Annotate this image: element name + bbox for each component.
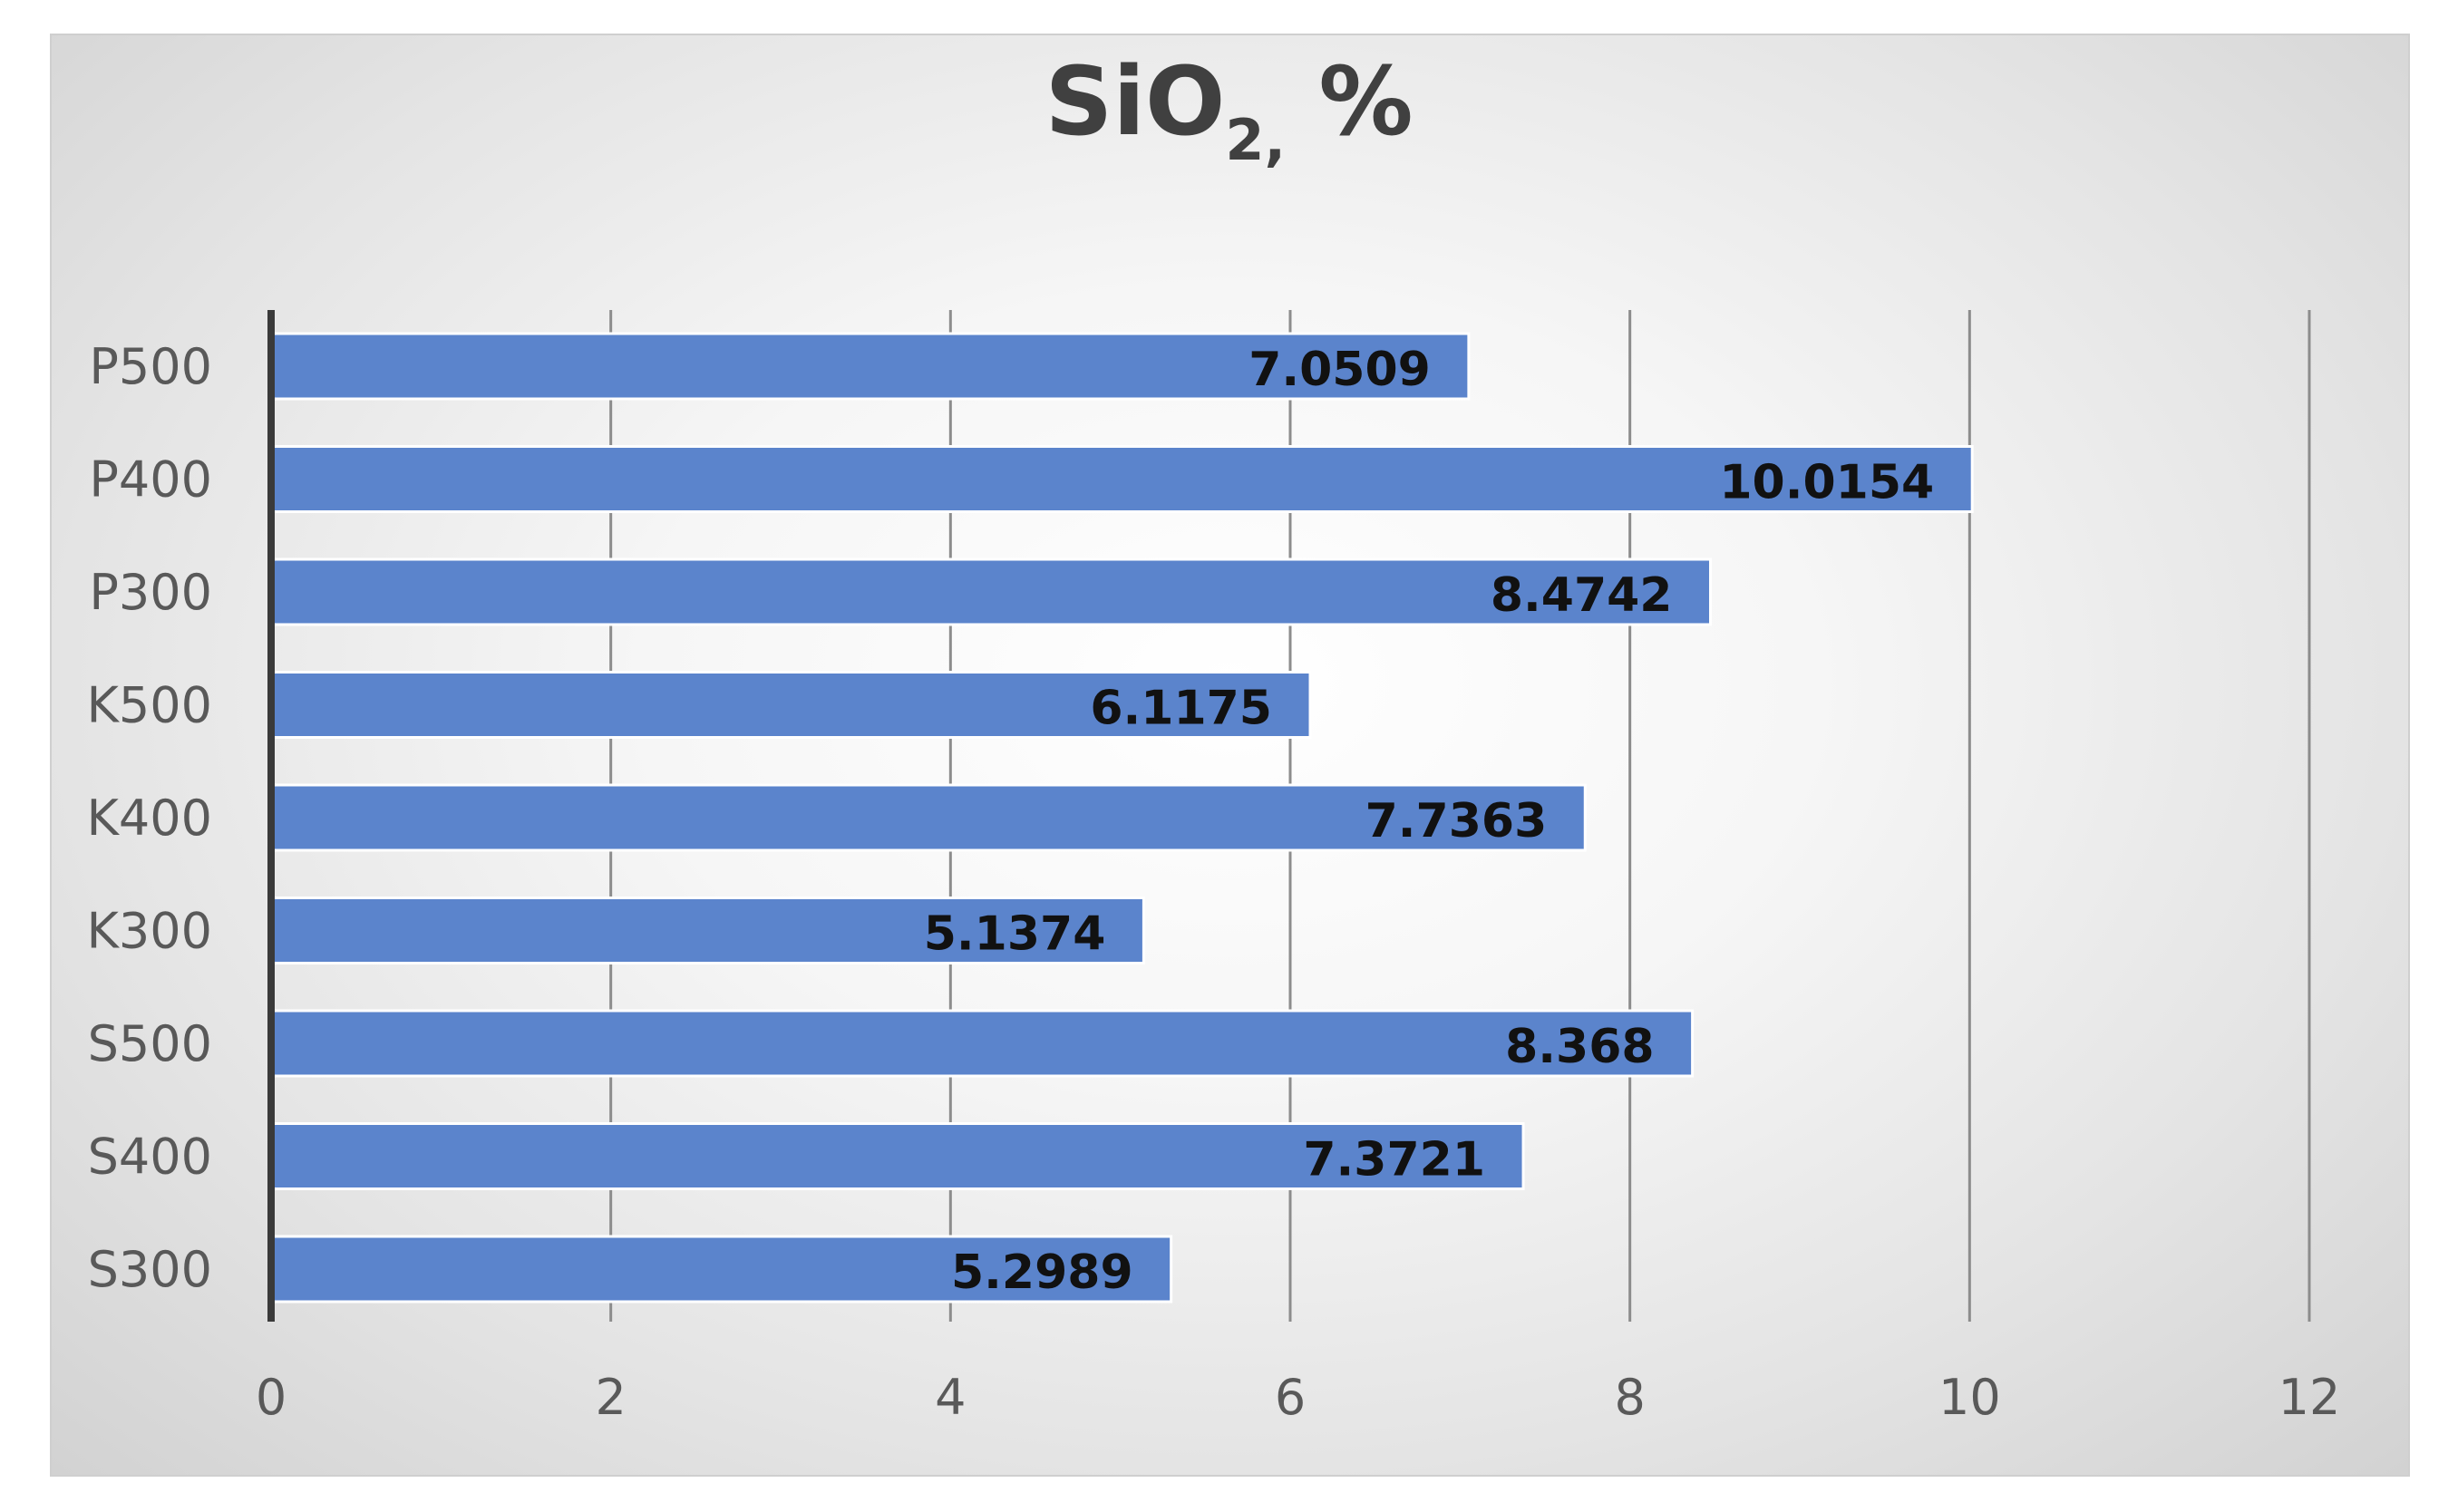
labels: 0 2 4 6 8 10 12 P500 7.0509 P400 10.0154 P300 8.4742…	[87, 338, 2341, 1426]
chart-title-main: SiO	[1044, 46, 1226, 157]
category-label: P300	[89, 564, 212, 621]
bar-s500	[269, 1009, 1695, 1078]
data-label: 8.4742	[1491, 568, 1673, 623]
data-label: 8.368	[1505, 1020, 1654, 1074]
category-label: S500	[88, 1015, 212, 1072]
x-tick-label: 10	[1938, 1369, 2001, 1426]
chart-title-suffix: %	[1286, 46, 1414, 157]
category-label: S400	[88, 1129, 212, 1186]
x-tick-label: 6	[1275, 1369, 1306, 1426]
category-label: K300	[87, 903, 212, 960]
bars	[269, 332, 1974, 1304]
category-label: S300	[88, 1241, 212, 1298]
bar-s300	[269, 1235, 1173, 1304]
x-tick-label: 0	[256, 1369, 287, 1426]
category-label: P500	[89, 338, 212, 395]
data-label: 10.0154	[1719, 456, 1934, 510]
bar-k300	[269, 897, 1145, 964]
chart-title: SiO2, %	[0, 45, 2458, 174]
bar-k500	[269, 671, 1312, 739]
x-tick-label: 2	[595, 1369, 626, 1426]
data-label: 7.0509	[1248, 343, 1431, 397]
x-tick-label: 8	[1614, 1369, 1645, 1426]
x-tick-label: 12	[2278, 1369, 2341, 1426]
data-label: 5.1374	[924, 907, 1106, 962]
bar-k400	[269, 783, 1587, 852]
chart-title-subscript: 2,	[1225, 106, 1287, 173]
bar-p500	[269, 332, 1471, 401]
data-label: 7.3721	[1303, 1133, 1485, 1187]
data-label: 6.1175	[1090, 682, 1272, 736]
category-label: K400	[87, 790, 212, 847]
data-label: 5.2989	[951, 1245, 1133, 1300]
x-tick-label: 4	[935, 1369, 966, 1426]
bar-p300	[269, 557, 1713, 626]
bar-s400	[269, 1122, 1525, 1190]
category-label: K500	[87, 677, 212, 734]
category-label: P400	[89, 451, 212, 509]
data-label: 7.7363	[1365, 794, 1548, 848]
bar-p400	[269, 445, 1974, 513]
